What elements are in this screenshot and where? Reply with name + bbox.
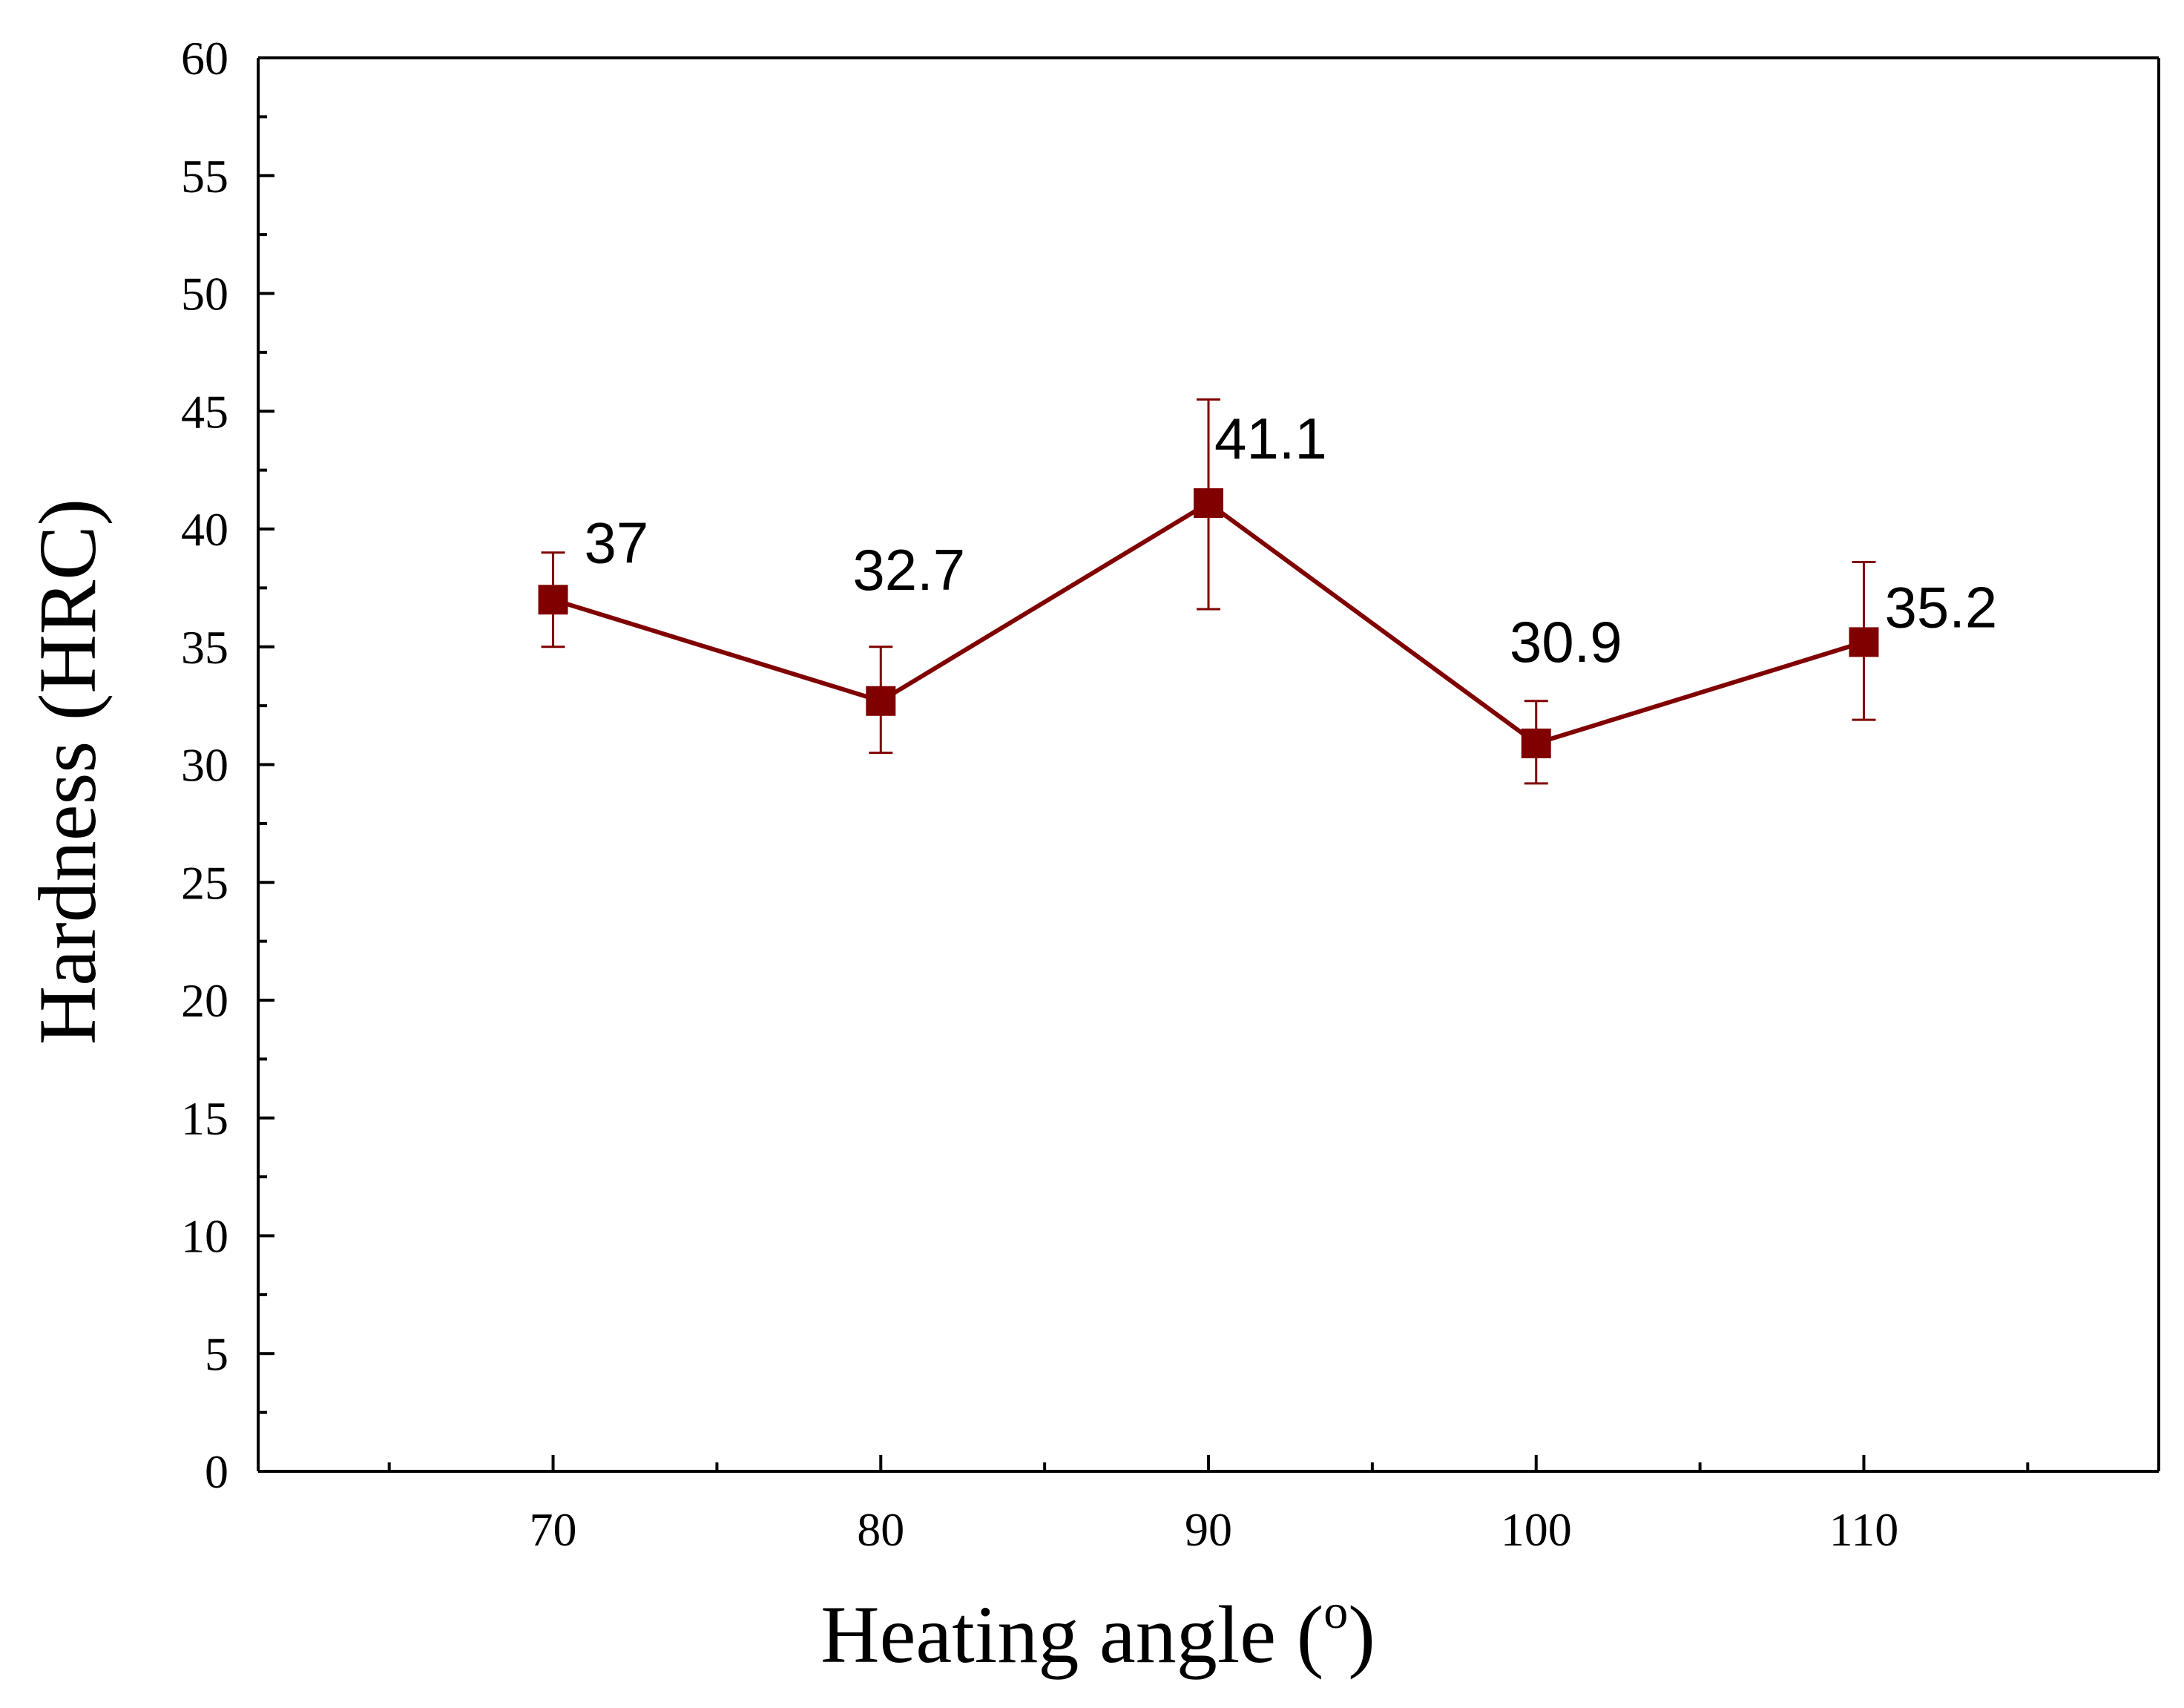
x-tick-label: 70 [530,1503,577,1556]
data-point [866,686,896,716]
data-label: 37 [585,510,649,575]
data-point [1194,488,1223,519]
y-tick-label: 5 [205,1327,228,1380]
data-point [1521,728,1551,758]
y-tick-label: 20 [181,974,228,1027]
x-axis-title-suffix: ) [1348,1589,1375,1680]
data-label: 30.9 [1510,609,1622,674]
data-label: 41.1 [1214,406,1327,471]
x-tick-label: 90 [1185,1503,1232,1556]
y-tick-label: 60 [181,32,228,85]
y-tick-label: 0 [205,1445,228,1498]
y-tick-label: 15 [181,1092,228,1145]
data-label: 35.2 [1884,574,1997,640]
y-tick-label: 55 [181,150,228,203]
y-tick-label: 50 [181,268,228,321]
x-tick-label: 100 [1501,1503,1572,1556]
y-tick-label: 45 [181,385,228,438]
data-point [1849,627,1879,657]
x-tick-label: 110 [1829,1503,1899,1556]
y-tick-label: 35 [181,621,228,674]
y-axis-title: Hardness (HRC) [22,499,113,1045]
x-axis-title-superscript: o [1323,1585,1348,1639]
y-axis-ticks: 0 5 10 15 20 25 30 35 40 45 50 55 60 [181,32,274,1498]
y-tick-label: 40 [181,503,228,556]
x-axis-ticks: 70 80 90 100 110 [387,1455,2030,1556]
data-label: 32.7 [852,537,965,602]
y-tick-label: 30 [181,739,228,792]
x-tick-label: 80 [857,1503,904,1556]
y-tick-label: 25 [181,856,228,909]
axes [257,56,2160,1473]
data-point [538,585,568,615]
y-tick-label: 10 [181,1210,228,1263]
x-axis-title: Heating angle (o) [820,1585,1375,1680]
series-hardness: 37 32.7 41.1 30.9 35.2 [538,398,1997,785]
x-axis-title-main: Heating angle ( [820,1589,1323,1680]
